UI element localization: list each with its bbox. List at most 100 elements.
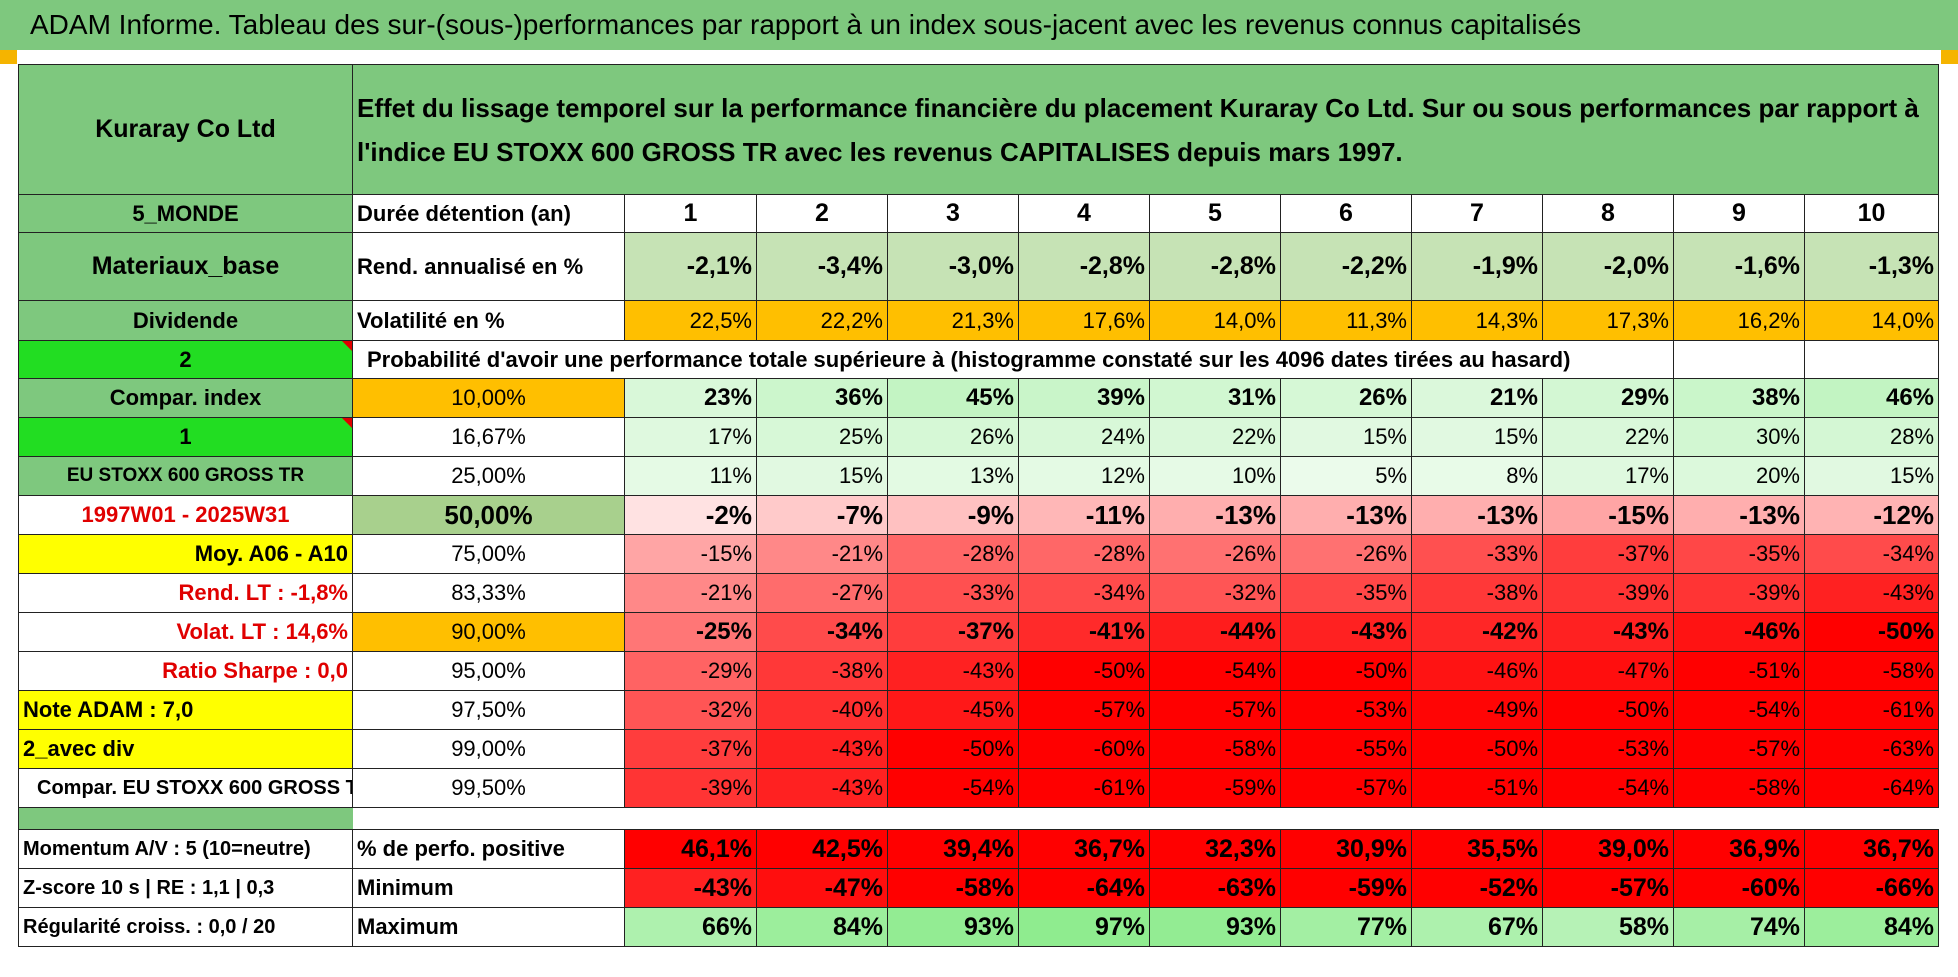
quantile-cell: -46% [1673,612,1805,652]
vol-cell-10: 14,0% [1803,300,1940,341]
quantile-cell: 10% [1149,456,1281,496]
selector-cell-2[interactable]: 1 [18,417,353,457]
rend-cell-10: -1,3% [1803,232,1940,301]
quantile-cell: -39% [624,768,757,808]
compar-eu-label: Compar. EU STOXX 600 GROSS TR [18,768,353,808]
pct-pos-cell-6: 30,9% [1280,829,1412,869]
quantile-cell: -45% [887,690,1019,730]
report-sheet: Kuraray Co Ltd Effet du lissage temporel… [18,64,1940,976]
quantile-cell: 29% [1542,378,1674,418]
quantile-cell: -2% [624,495,757,535]
quantile-cell: -54% [887,768,1019,808]
selector-cell-1[interactable]: 2 [18,340,353,379]
quantile-cell: -47% [1542,651,1674,691]
report-title: ADAM Informe. Tableau des sur-(sous-)per… [0,0,1958,50]
quantile-threshold: 99,00% [352,729,625,769]
quantile-cell: -50% [1803,612,1940,652]
quantile-cell: 15% [1280,417,1412,457]
quantile-cell: -34% [1803,534,1940,574]
quantile-cell: -46% [1411,651,1543,691]
maximum-cell-2: 84% [756,907,888,947]
region-label: 5_MONDE [18,194,353,233]
quantile-cell: -43% [1542,612,1674,652]
table-description: Effet du lissage temporel sur la perform… [351,64,1940,195]
vol-cell-7: 14,3% [1411,300,1543,341]
vol-cell-1: 22,5% [624,300,757,341]
quantile-threshold: 83,33% [352,573,625,613]
quantile-cell: -41% [1018,612,1150,652]
quantile-threshold: 95,00% [352,651,625,691]
maximum-label: Maximum [352,907,625,947]
minimum-cell-4: -64% [1018,868,1150,908]
quantile-cell: -57% [1280,768,1412,808]
pct-pos-cell-9: 36,9% [1673,829,1805,869]
quantile-cell: 24% [1018,417,1150,457]
quantile-cell: -26% [1280,534,1412,574]
year-header-4: 4 [1018,194,1150,233]
year-header-5: 5 [1149,194,1281,233]
vol-cell-8: 17,3% [1542,300,1674,341]
quantile-threshold: 50,00% [352,495,625,535]
quantile-cell: -63% [1803,729,1940,769]
quantile-threshold: 10,00% [352,378,625,418]
pct-pos-cell-3: 39,4% [887,829,1019,869]
pct-pos-cell-5: 32,3% [1149,829,1281,869]
vol-label: Volatilité en % [352,300,625,341]
vol-cell-3: 21,3% [887,300,1019,341]
minimum-cell-1: -43% [624,868,757,908]
quantile-cell: -32% [624,690,757,730]
quantile-cell: -57% [1673,729,1805,769]
blank-cell [1673,340,1805,379]
quantile-cell: 25% [756,417,888,457]
quantile-cell: 15% [1411,417,1543,457]
quantile-cell: -35% [1280,573,1412,613]
maximum-cell-10: 84% [1803,907,1940,947]
dividend-label: Dividende [18,300,353,341]
quantile-cell: -64% [1803,768,1940,808]
pct-pos-cell-10: 36,7% [1803,829,1940,869]
quantile-cell: -37% [1542,534,1674,574]
quantile-cell: -43% [756,729,888,769]
vol-cell-6: 11,3% [1280,300,1412,341]
quantile-cell: -29% [624,651,757,691]
quantile-cell: -43% [1280,612,1412,652]
maximum-cell-4: 97% [1018,907,1150,947]
quantile-threshold: 90,00% [352,612,625,652]
quantile-cell: -60% [1018,729,1150,769]
quantile-cell: 12% [1018,456,1150,496]
quantile-cell: 5% [1280,456,1412,496]
maximum-cell-9: 74% [1673,907,1805,947]
minimum-cell-3: -58% [887,868,1019,908]
quantile-cell: 17% [624,417,757,457]
rend-cell-4: -2,8% [1018,232,1150,301]
quantile-cell: -38% [1411,573,1543,613]
quantile-cell: -51% [1673,651,1805,691]
rend-cell-8: -2,0% [1542,232,1674,301]
quantile-cell: -43% [756,768,888,808]
quantile-cell: -34% [1018,573,1150,613]
compar-index-label: Compar. index [18,378,353,418]
quantile-cell: -53% [1280,690,1412,730]
quantile-cell: -11% [1018,495,1150,535]
rend-cell-1: -2,1% [624,232,757,301]
quantile-cell: -15% [624,534,757,574]
quantile-cell: 36% [756,378,888,418]
quantile-cell: -12% [1803,495,1940,535]
maximum-cell-7: 67% [1411,907,1543,947]
quantile-cell: -38% [756,651,888,691]
regularite-label: Régularité croiss. : 0,0 / 20 [18,907,353,947]
year-header-7: 7 [1411,194,1543,233]
minimum-cell-7: -52% [1411,868,1543,908]
right-corner-marker [1941,50,1958,64]
vol-cell-5: 14,0% [1149,300,1281,341]
quantile-cell: 11% [624,456,757,496]
rend-cell-6: -2,2% [1280,232,1412,301]
quantile-cell: -51% [1411,768,1543,808]
quantile-cell: -28% [1018,534,1150,574]
quantile-cell: 22% [1542,417,1674,457]
quantile-cell: -27% [756,573,888,613]
quantile-cell: 46% [1803,378,1940,418]
rend-cell-2: -3,4% [756,232,888,301]
sharpe-label: Ratio Sharpe : 0,0 [18,651,353,691]
quantile-cell: -21% [756,534,888,574]
